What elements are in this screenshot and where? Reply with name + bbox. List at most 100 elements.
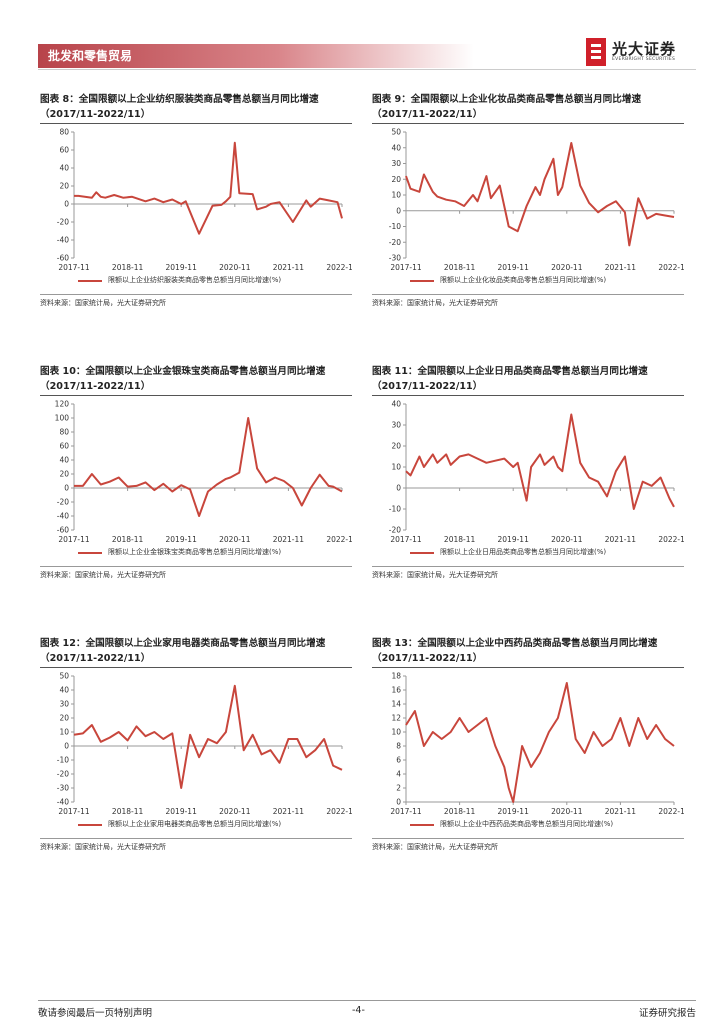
y-tick-label: 0 [396, 206, 401, 215]
x-tick-label: 2018-11 [112, 807, 144, 816]
x-tick-label: 2020-11 [551, 807, 583, 816]
y-tick-label: 100 [55, 414, 70, 423]
chart-panel-9: 图表 9：全国限额以上企业化妆品类商品零售总额当月同比增速（2017/11-20… [372, 92, 684, 309]
legend-swatch [410, 280, 434, 282]
source-divider [40, 566, 352, 567]
x-tick-label: 2017-11 [390, 807, 422, 816]
chart-title: 图表 11：全国限额以上企业日用品类商品零售总额当月同比增速（2017/11-2… [372, 366, 648, 392]
legend-swatch [78, 280, 102, 282]
series-line [74, 417, 343, 517]
source-divider [372, 838, 684, 839]
y-tick-label: -10 [389, 222, 401, 231]
chart-legend: 限额以上企业金银珠宝类商品零售总额当月同比增速(%) [40, 546, 352, 560]
section-title: 批发和零售贸易 [48, 49, 133, 63]
y-tick-label: -60 [57, 254, 69, 263]
x-tick-label: 2022-11 [658, 807, 684, 816]
y-tick-label: 10 [391, 191, 401, 200]
title-divider [40, 123, 352, 124]
title-divider [40, 395, 352, 396]
brand-logo: 光大证券 EVERBRIGHT SECURITIES [586, 38, 696, 68]
y-tick-label: 10 [391, 728, 401, 737]
chart-source: 资料来源：国家统计局，光大证券研究所 [40, 843, 166, 851]
legend-label: 限额以上企业中西药品类商品零售总额当月同比增速(%) [440, 820, 614, 828]
footer-divider [38, 1000, 696, 1001]
y-tick-label: 14 [391, 700, 401, 709]
x-tick-label: 2019-11 [498, 263, 530, 272]
y-tick-label: 50 [59, 672, 69, 681]
chart-source: 资料来源：国家统计局，光大证券研究所 [372, 299, 498, 307]
y-tick-label: -20 [57, 218, 69, 227]
x-tick-label: 2021-11 [273, 807, 305, 816]
x-tick-label: 2017-11 [390, 535, 422, 544]
title-divider [372, 667, 684, 668]
y-tick-label: 120 [55, 400, 70, 409]
title-divider [40, 667, 352, 668]
series-line [405, 142, 675, 247]
chart-source: 资料来源：国家统计局，光大证券研究所 [372, 843, 498, 851]
y-tick-label: 60 [59, 146, 69, 155]
chart-title: 图表 10：全国限额以上企业金银珠宝类商品零售总额当月同比增速（2017/11-… [40, 366, 326, 392]
y-tick-label: -20 [57, 498, 69, 507]
legend-label: 限额以上企业日用品类商品零售总额当月同比增速(%) [440, 548, 607, 556]
y-tick-label: 12 [391, 714, 401, 723]
title-divider [372, 395, 684, 396]
x-tick-label: 2022-11 [658, 263, 684, 272]
chart-title: 图表 12：全国限额以上企业家用电器类商品零售总额当月同比增速（2017/11-… [40, 638, 326, 664]
y-tick-label: 40 [59, 164, 69, 173]
x-tick-label: 2018-11 [112, 535, 144, 544]
y-tick-label: 4 [396, 770, 401, 779]
y-tick-label: 20 [59, 182, 69, 191]
x-tick-label: 2017-11 [390, 263, 422, 272]
y-tick-label: 40 [391, 143, 401, 152]
x-tick-label: 2021-11 [273, 263, 305, 272]
brand-subtitle: EVERBRIGHT SECURITIES [612, 57, 676, 62]
source-divider [40, 294, 352, 295]
y-tick-label: 30 [391, 159, 401, 168]
line-chart: -40 -30 -20 -10 0 10 20 30 40 50 2017-11 2018-11 201… [57, 672, 352, 817]
x-tick-label: 2019-11 [166, 263, 198, 272]
x-tick-label: 2020-11 [219, 535, 251, 544]
x-tick-label: 2022-11 [326, 535, 352, 544]
y-tick-label: 60 [59, 442, 69, 451]
x-tick-label: 2019-11 [498, 807, 530, 816]
y-tick-label: -20 [389, 238, 401, 247]
chart-legend: 限额以上企业化妆品类商品零售总额当月同比增速(%) [372, 274, 684, 288]
x-tick-label: 2022-11 [326, 263, 352, 272]
y-tick-label: -20 [57, 770, 69, 779]
chart-source: 资料来源：国家统计局，光大证券研究所 [40, 571, 166, 579]
chart-panel-12: 图表 12：全国限额以上企业家用电器类商品零售总额当月同比增速（2017/11-… [40, 636, 352, 853]
y-tick-label: 6 [396, 756, 401, 765]
series-line [405, 413, 675, 510]
y-tick-label: 10 [59, 728, 69, 737]
source-divider [40, 838, 352, 839]
legend-label: 限额以上企业家用电器类商品零售总额当月同比增速(%) [108, 820, 282, 828]
brand-name: 光大证券 [612, 40, 677, 58]
y-tick-label: 2 [396, 784, 401, 793]
x-tick-label: 2022-11 [658, 535, 684, 544]
y-tick-label: -40 [57, 236, 69, 245]
y-tick-label: 0 [64, 484, 69, 493]
footer-report-type: 证券研究报告 [638, 1008, 696, 1019]
chart-panel-13: 图表 13：全国限额以上企业中西药品类商品零售总额当月同比增速（2017/11-… [372, 636, 684, 853]
y-tick-label: -60 [57, 526, 69, 535]
x-tick-label: 2017-11 [58, 263, 90, 272]
header-divider [38, 69, 696, 70]
x-tick-label: 2022-11 [326, 807, 352, 816]
legend-swatch [410, 552, 434, 554]
line-chart: -30 -20 -10 0 10 20 30 40 50 2017-11 2018-11 2019-1… [389, 128, 684, 273]
footer-disclaimer: 敬请参阅最后一页特别声明 [38, 1008, 153, 1019]
legend-swatch [78, 824, 102, 826]
legend-swatch [410, 824, 434, 826]
page-number: -4- [352, 1005, 365, 1016]
title-divider [372, 123, 684, 124]
y-tick-label: -30 [389, 254, 401, 263]
x-tick-label: 2021-11 [605, 263, 637, 272]
y-tick-label: 18 [391, 672, 401, 681]
chart-legend: 限额以上企业纺织服装类商品零售总额当月同比增速(%) [40, 274, 352, 288]
y-tick-label: 20 [391, 175, 401, 184]
y-tick-label: 40 [59, 686, 69, 695]
y-tick-label: -10 [389, 505, 401, 514]
legend-label: 限额以上企业化妆品类商品零售总额当月同比增速(%) [440, 276, 607, 284]
y-tick-label: 80 [59, 128, 69, 137]
y-tick-label: 10 [391, 463, 401, 472]
